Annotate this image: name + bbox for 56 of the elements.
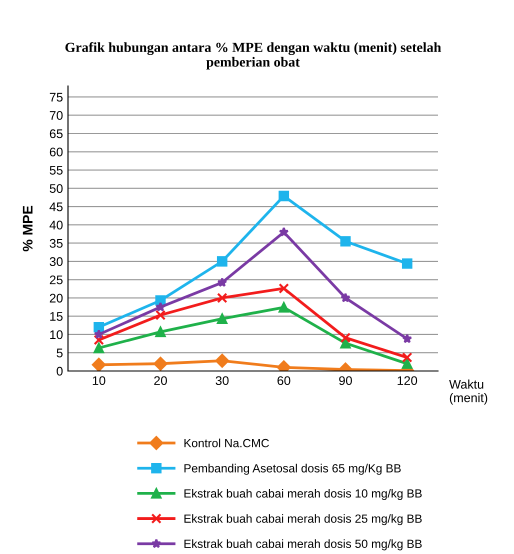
point: [278, 226, 289, 237]
x-tick-label: 120: [398, 376, 418, 386]
y-tick-label: 0: [56, 366, 63, 376]
y-tick-label: 25: [50, 275, 63, 284]
y-tick-label: 5: [56, 348, 63, 358]
point: [92, 358, 106, 371]
point: [215, 354, 230, 368]
point: [94, 342, 104, 354]
legend-label: Pembanding Asetosal dosis 65 mg/Kg BB: [184, 464, 401, 475]
chart-title: Grafik hubungan antara % MPE dengan waktu (menit) setelah pemberian obat: [65, 42, 442, 70]
point: [155, 302, 166, 312]
y-tick-label: 35: [50, 238, 63, 248]
point: [155, 326, 166, 338]
point: [402, 334, 412, 344]
y-tick-label: 20: [50, 294, 63, 303]
point: [94, 322, 104, 332]
y-tick-label: 30: [50, 257, 63, 266]
y-tick-label: 55: [50, 166, 63, 175]
y-tick-label: 40: [50, 220, 63, 230]
point: [278, 190, 290, 202]
y-tick-label: 50: [50, 184, 63, 193]
point: [154, 356, 168, 371]
point: [217, 277, 228, 287]
point: [340, 292, 351, 302]
point: [278, 302, 290, 313]
y-tick-label: 70: [50, 111, 63, 120]
legend-label: Ekstrak buah cabai merah dosis 10 mg/kg BB: [184, 488, 422, 500]
point: [340, 338, 351, 348]
legend-label: Ekstrak buah cabai merah dosis 50 mg/kg BB: [184, 539, 422, 550]
x-tick-label: 10: [92, 376, 106, 386]
x-tick-label: 30: [216, 376, 229, 386]
x-tick-label: 90: [339, 376, 352, 386]
y-tick-label: 75: [50, 92, 63, 102]
y-tick-label: 60: [50, 148, 63, 156]
point: [94, 334, 104, 346]
y-tick-label: 45: [50, 202, 63, 212]
y-axis-title: % MPE: [22, 206, 33, 252]
point: [216, 292, 228, 304]
legend-label: Kontrol Na.CMC: [184, 438, 269, 448]
point: [278, 283, 290, 294]
point: [216, 314, 228, 324]
y-tick-label: 10: [50, 330, 63, 340]
point: [340, 236, 351, 246]
point: [155, 310, 166, 320]
point: [402, 352, 412, 363]
point: [216, 256, 228, 267]
x-tick-label: 20: [154, 376, 167, 386]
y-tick-label: 65: [50, 129, 63, 138]
point: [402, 358, 412, 369]
point: [340, 332, 351, 343]
x-axis-title: Waktu (menit): [449, 380, 488, 405]
point: [402, 258, 412, 269]
x-tick-label: 60: [278, 376, 290, 386]
y-tick-label: 15: [50, 312, 63, 321]
legend-label: Ekstrak buah cabai merah dosis 25 mg/kg BB: [184, 514, 422, 526]
point: [94, 329, 104, 339]
